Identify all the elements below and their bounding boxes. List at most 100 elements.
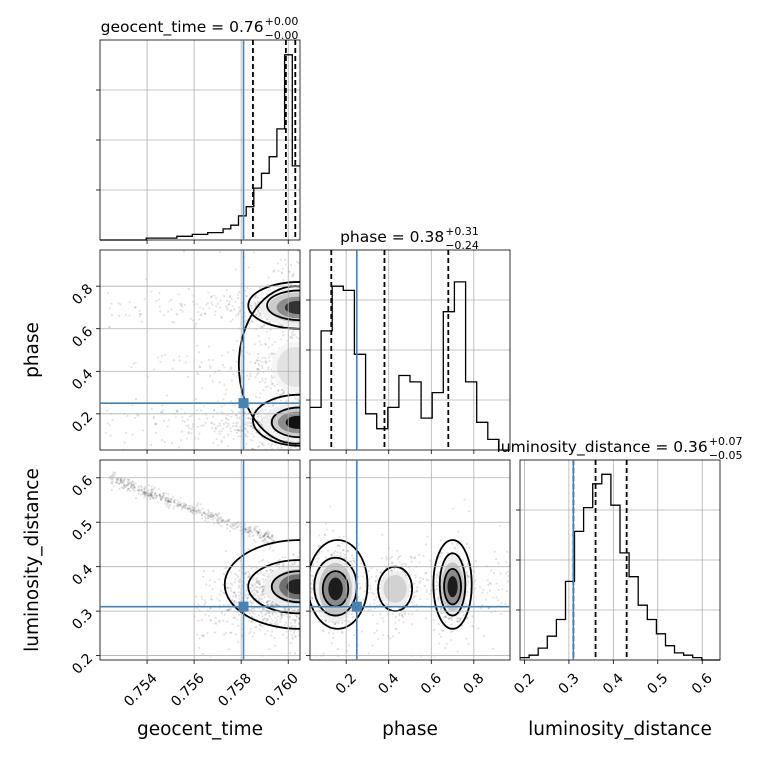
scatter-point bbox=[248, 632, 251, 635]
scatter-point bbox=[131, 480, 134, 483]
scatter-point bbox=[112, 485, 116, 488]
scatter-point bbox=[197, 373, 200, 376]
scatter-point bbox=[171, 441, 174, 444]
scatter-point bbox=[227, 424, 230, 427]
panel-frame bbox=[309, 459, 511, 661]
scatter-point bbox=[139, 484, 143, 487]
scatter-point bbox=[273, 623, 276, 626]
scatter-point bbox=[298, 617, 300, 620]
y-tick-label: 0.6 bbox=[69, 473, 96, 500]
scatter-point bbox=[373, 631, 376, 635]
scatter-point bbox=[390, 569, 393, 572]
scatter-point bbox=[137, 485, 140, 488]
scatter-point bbox=[268, 547, 271, 550]
scatter-point bbox=[229, 309, 232, 312]
scatter-point bbox=[127, 488, 130, 491]
scatter-point bbox=[237, 594, 241, 597]
scatter-point bbox=[258, 315, 261, 318]
scatter-point bbox=[235, 314, 238, 317]
scatter-point bbox=[214, 622, 217, 625]
scatter-point bbox=[115, 481, 118, 484]
scatter-point bbox=[481, 604, 484, 607]
scatter-point bbox=[110, 481, 113, 484]
scatter-point bbox=[220, 519, 223, 522]
scatter-point bbox=[160, 411, 163, 414]
scatter-point bbox=[267, 366, 270, 369]
scatter-point bbox=[232, 595, 235, 598]
scatter-point bbox=[370, 575, 373, 578]
scatter-point bbox=[175, 505, 178, 508]
scatter-point bbox=[155, 496, 158, 500]
hist-title-geocent_time: geocent_time = 0.76 +0.00−0.00 bbox=[101, 15, 299, 42]
scatter-point bbox=[144, 494, 147, 497]
scatter-point bbox=[165, 394, 168, 397]
scatter-point bbox=[270, 534, 273, 537]
scatter-point bbox=[398, 561, 401, 564]
scatter-point bbox=[213, 430, 216, 433]
scatter-point bbox=[260, 612, 263, 615]
scatter-point bbox=[282, 607, 285, 610]
scatter-point bbox=[214, 310, 217, 313]
scatter-point bbox=[221, 354, 224, 357]
scatter-point bbox=[137, 414, 140, 417]
scatter-point bbox=[179, 309, 183, 312]
x-tick-label: 0.4 bbox=[375, 670, 402, 697]
scatter-point bbox=[474, 579, 477, 582]
scatter-point bbox=[237, 313, 240, 316]
scatter-point bbox=[410, 556, 413, 559]
scatter-point bbox=[229, 571, 232, 574]
scatter-point bbox=[204, 517, 207, 520]
scatter-point bbox=[441, 552, 444, 555]
scatter-point bbox=[132, 488, 135, 491]
scatter-point bbox=[248, 612, 251, 615]
scatter-point bbox=[161, 404, 164, 407]
scatter-point bbox=[123, 484, 126, 487]
scatter-point bbox=[267, 276, 270, 279]
scatter-point bbox=[185, 437, 188, 440]
scatter-point bbox=[230, 415, 233, 418]
scatter-point bbox=[249, 304, 252, 307]
scatter-point bbox=[279, 258, 282, 261]
scatter-point bbox=[261, 364, 264, 367]
scatter-point bbox=[456, 620, 459, 623]
scatter-point bbox=[144, 491, 147, 494]
scatter-point bbox=[375, 629, 379, 632]
scatter-point bbox=[196, 409, 199, 412]
scatter-point bbox=[223, 366, 226, 369]
scatter-point bbox=[256, 356, 260, 359]
scatter-point bbox=[110, 302, 113, 305]
scatter-point bbox=[236, 575, 240, 579]
scatter-point bbox=[147, 483, 150, 487]
scatter-point bbox=[186, 506, 189, 509]
scatter-point bbox=[254, 361, 257, 364]
scatter-point bbox=[180, 305, 184, 308]
scatter-point bbox=[249, 609, 252, 612]
scatter-point bbox=[209, 513, 213, 517]
scatter-point bbox=[172, 321, 176, 324]
scatter-point bbox=[412, 595, 416, 599]
scatter-point bbox=[208, 307, 211, 310]
scatter-point bbox=[413, 591, 416, 594]
scatter-point bbox=[109, 434, 112, 437]
scatter-point bbox=[291, 636, 294, 639]
scatter-point bbox=[186, 508, 189, 511]
scatter-point bbox=[271, 569, 274, 572]
scatter-point bbox=[165, 492, 168, 495]
scatter-point bbox=[176, 498, 179, 502]
scatter-point bbox=[222, 398, 225, 401]
scatter-point bbox=[213, 516, 216, 519]
scatter-point bbox=[224, 393, 227, 396]
scatter-point bbox=[338, 535, 341, 538]
scatter-point bbox=[122, 479, 126, 482]
scatter-point bbox=[260, 559, 263, 563]
scatter-point bbox=[189, 509, 192, 513]
scatter-point bbox=[230, 409, 233, 412]
scatter-point bbox=[229, 400, 232, 403]
scatter-point bbox=[108, 307, 111, 310]
scatter-point bbox=[249, 586, 253, 590]
scatter-point bbox=[184, 503, 187, 506]
scatter-point bbox=[230, 523, 233, 526]
truth-marker bbox=[238, 398, 249, 409]
scatter-point bbox=[140, 486, 143, 489]
scatter-point bbox=[246, 597, 249, 600]
